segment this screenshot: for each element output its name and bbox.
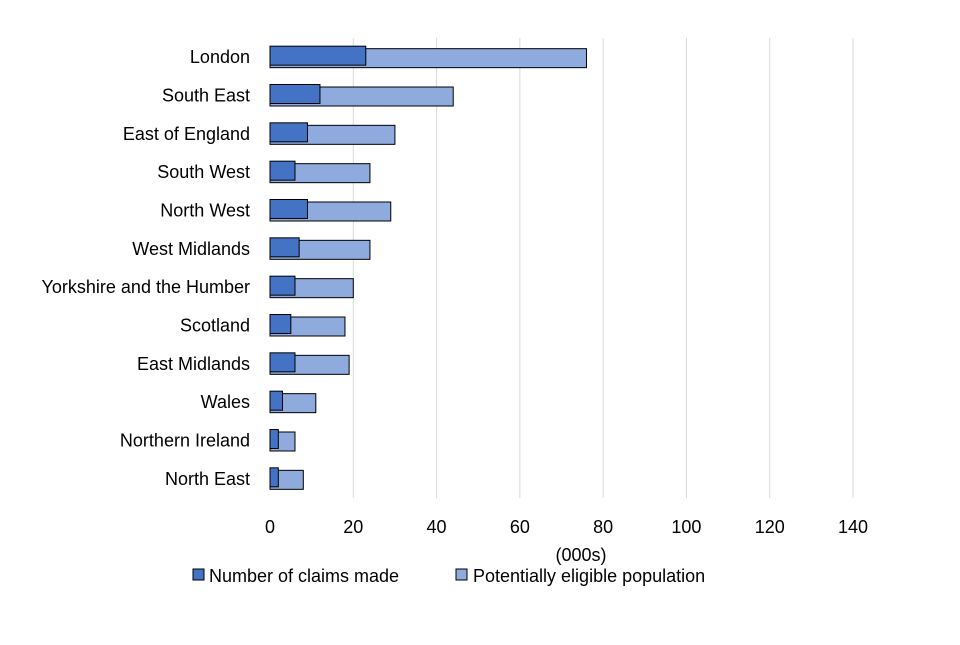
bar-claims-made xyxy=(269,429,279,449)
bars xyxy=(269,45,587,490)
x-tick-label: 40 xyxy=(427,517,447,537)
category-label: West Midlands xyxy=(132,239,250,259)
legend-swatch xyxy=(192,568,205,581)
category-label: South West xyxy=(157,162,250,182)
category-label: London xyxy=(190,47,250,67)
legend: Number of claims made Potentially eligibl… xyxy=(192,566,705,586)
category-label: South East xyxy=(162,86,250,106)
category-label: East Midlands xyxy=(137,354,250,374)
x-axis-ticks: 0 20 40 60 80 100 120 140 xyxy=(265,517,868,537)
bar-claims-made xyxy=(269,352,296,373)
category-label: East of England xyxy=(123,124,250,144)
category-label: Wales xyxy=(201,392,250,412)
category-label: Scotland xyxy=(180,316,250,336)
x-tick-label: 0 xyxy=(265,517,275,537)
x-tick-label: 60 xyxy=(510,517,530,537)
x-tick-label: 100 xyxy=(671,517,701,537)
bar-claims-made xyxy=(269,160,296,181)
category-label: Northern Ireland xyxy=(120,431,250,451)
bar-claims-made xyxy=(269,314,292,334)
x-axis-title: (000s) xyxy=(555,545,606,565)
x-tick-label: 140 xyxy=(838,517,868,537)
category-label: North West xyxy=(160,201,250,221)
bar-claims-made xyxy=(269,275,296,296)
gridlines xyxy=(352,38,854,498)
legend-label: Potentially eligible population xyxy=(473,566,705,586)
x-tick-label: 80 xyxy=(593,517,613,537)
bar-claims-made xyxy=(269,467,279,488)
bar-claims-made xyxy=(269,84,321,104)
x-tick-label: 20 xyxy=(343,517,363,537)
category-labels: London South East East of England South Wes… xyxy=(42,47,250,489)
bar-claims-made xyxy=(269,390,283,411)
category-label: North East xyxy=(165,469,250,489)
legend-label: Number of claims made xyxy=(209,566,399,586)
bar-claims-made xyxy=(269,237,300,258)
x-tick-label: 120 xyxy=(755,517,785,537)
bar-claims-made xyxy=(269,122,308,143)
bar-claims-made xyxy=(269,45,367,66)
category-label: Yorkshire and the Humber xyxy=(42,277,250,297)
legend-swatch xyxy=(455,568,468,581)
bar-claims-made xyxy=(269,199,308,219)
